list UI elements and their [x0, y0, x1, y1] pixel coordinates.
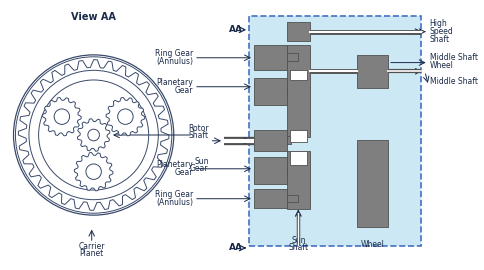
Bar — [287, 45, 310, 137]
Text: Sun: Sun — [291, 236, 305, 245]
Polygon shape — [77, 119, 110, 151]
Polygon shape — [106, 97, 145, 136]
Text: Rotor: Rotor — [188, 124, 209, 133]
Text: Gear: Gear — [190, 164, 209, 173]
Bar — [357, 140, 388, 227]
Text: Shaft: Shaft — [188, 131, 209, 140]
Text: AA: AA — [229, 244, 243, 252]
Circle shape — [15, 57, 172, 213]
Polygon shape — [18, 60, 169, 210]
Bar — [254, 189, 287, 208]
Text: AA: AA — [229, 25, 243, 34]
Text: (Annulus): (Annulus) — [156, 57, 193, 66]
Text: High: High — [430, 19, 447, 28]
Bar — [254, 157, 287, 184]
Text: Middle Shaft: Middle Shaft — [430, 77, 478, 86]
Bar — [287, 22, 310, 41]
Bar — [287, 195, 298, 202]
Bar — [289, 130, 307, 142]
Text: Planetary: Planetary — [156, 78, 193, 87]
Circle shape — [88, 129, 99, 141]
Bar — [357, 55, 388, 88]
Text: Middle Shaft: Middle Shaft — [430, 53, 478, 62]
Bar — [289, 151, 307, 165]
Text: Planetary: Planetary — [156, 160, 193, 170]
Text: Shaft: Shaft — [288, 244, 308, 252]
Circle shape — [14, 55, 174, 215]
Bar — [249, 16, 421, 246]
Bar — [254, 45, 287, 70]
Text: View AA: View AA — [71, 12, 116, 22]
Text: Ring Gear: Ring Gear — [155, 190, 193, 199]
Bar — [289, 70, 307, 80]
Bar — [287, 53, 298, 61]
Text: Gear: Gear — [175, 168, 193, 177]
Bar — [287, 151, 310, 209]
Bar — [254, 78, 287, 105]
Bar — [254, 130, 287, 151]
Text: Speed: Speed — [430, 27, 454, 36]
Text: Ring Gear: Ring Gear — [155, 49, 193, 58]
Circle shape — [118, 109, 133, 124]
Text: Wheel: Wheel — [430, 61, 454, 70]
Text: Gear: Gear — [175, 86, 193, 95]
Text: Shaft: Shaft — [430, 35, 450, 44]
Polygon shape — [43, 97, 81, 136]
Text: Planet: Planet — [79, 249, 104, 258]
Text: Sun: Sun — [194, 157, 209, 166]
Circle shape — [54, 109, 70, 124]
Polygon shape — [75, 153, 113, 191]
Circle shape — [29, 70, 158, 200]
Text: Wheel: Wheel — [361, 239, 385, 249]
Bar — [287, 136, 290, 144]
Circle shape — [86, 164, 101, 179]
Text: Carrier: Carrier — [78, 242, 105, 251]
Text: (Annulus): (Annulus) — [156, 198, 193, 207]
